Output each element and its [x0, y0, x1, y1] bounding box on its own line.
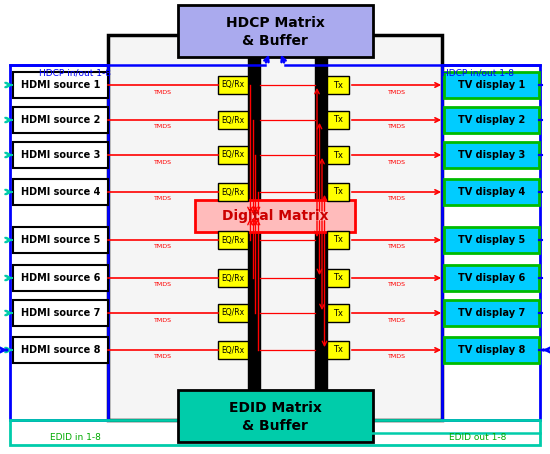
Bar: [444, 337, 539, 363]
Bar: [195, 200, 355, 232]
Text: TV display 2: TV display 2: [458, 115, 525, 125]
Text: HDCP Matrix: HDCP Matrix: [226, 16, 324, 30]
Bar: [444, 300, 539, 326]
Text: TV display 7: TV display 7: [458, 308, 525, 318]
Bar: [218, 341, 248, 359]
Text: HDMI source 4: HDMI source 4: [21, 187, 100, 197]
Bar: [218, 111, 248, 129]
Text: HDMI source 1: HDMI source 1: [21, 80, 100, 90]
Bar: [13, 142, 108, 168]
Text: HDMI source 8: HDMI source 8: [21, 345, 100, 355]
Text: TMDS: TMDS: [154, 317, 172, 322]
Text: TV display 8: TV display 8: [458, 345, 525, 355]
Bar: [444, 227, 539, 253]
Bar: [218, 231, 248, 249]
Text: HDMI source 6: HDMI source 6: [21, 273, 100, 283]
Bar: [442, 65, 540, 420]
Text: Tx: Tx: [333, 345, 343, 355]
Text: EQ/Rx: EQ/Rx: [222, 236, 245, 245]
Text: TMDS: TMDS: [154, 197, 172, 202]
Text: EQ/Rx: EQ/Rx: [222, 188, 245, 197]
Text: TMDS: TMDS: [154, 89, 172, 94]
Text: & Buffer: & Buffer: [242, 419, 308, 433]
Text: Tx: Tx: [333, 273, 343, 282]
Text: Tx: Tx: [333, 80, 343, 89]
Bar: [13, 300, 108, 326]
Bar: [327, 231, 349, 249]
Text: HDCP in/out 1-8: HDCP in/out 1-8: [39, 69, 111, 78]
Bar: [248, 55, 260, 392]
Bar: [108, 35, 442, 420]
Text: EDID in 1-8: EDID in 1-8: [50, 434, 101, 443]
Bar: [327, 341, 349, 359]
Bar: [218, 76, 248, 94]
Bar: [444, 179, 539, 205]
Bar: [315, 55, 327, 392]
Bar: [444, 107, 539, 133]
Bar: [13, 72, 108, 98]
Text: TMDS: TMDS: [154, 245, 172, 250]
Text: EDID Matrix: EDID Matrix: [229, 401, 321, 415]
Bar: [327, 76, 349, 94]
Text: TMDS: TMDS: [388, 245, 405, 250]
Text: EQ/Rx: EQ/Rx: [222, 115, 245, 124]
Bar: [444, 265, 539, 291]
Text: EQ/Rx: EQ/Rx: [222, 273, 245, 282]
Text: TV display 3: TV display 3: [458, 150, 525, 160]
Text: Tx: Tx: [333, 115, 343, 124]
Text: TV display 4: TV display 4: [458, 187, 525, 197]
Text: EQ/Rx: EQ/Rx: [222, 150, 245, 159]
Bar: [13, 337, 108, 363]
Bar: [178, 5, 372, 57]
Text: HDCP in/out 1-8: HDCP in/out 1-8: [442, 69, 514, 78]
Text: TV display 6: TV display 6: [458, 273, 525, 283]
Text: Digital Matrix: Digital Matrix: [222, 209, 328, 223]
Text: HDMI source 2: HDMI source 2: [21, 115, 100, 125]
Text: TMDS: TMDS: [154, 124, 172, 129]
Text: Tx: Tx: [333, 150, 343, 159]
Bar: [444, 142, 539, 168]
Text: HDMI source 5: HDMI source 5: [21, 235, 100, 245]
Bar: [218, 146, 248, 164]
Text: HDMI source 7: HDMI source 7: [21, 308, 100, 318]
Bar: [13, 265, 108, 291]
Text: TV display 5: TV display 5: [458, 235, 525, 245]
Bar: [218, 183, 248, 201]
Text: EQ/Rx: EQ/Rx: [222, 80, 245, 89]
Text: TMDS: TMDS: [388, 159, 405, 164]
Text: EQ/Rx: EQ/Rx: [222, 345, 245, 355]
Text: TV display 1: TV display 1: [458, 80, 525, 90]
Text: TMDS: TMDS: [388, 124, 405, 129]
Text: TMDS: TMDS: [388, 355, 405, 360]
Bar: [13, 179, 108, 205]
Bar: [218, 304, 248, 322]
Text: Tx: Tx: [333, 236, 343, 245]
Bar: [327, 111, 349, 129]
Bar: [13, 227, 108, 253]
Bar: [327, 269, 349, 287]
Text: TMDS: TMDS: [388, 317, 405, 322]
Text: TMDS: TMDS: [388, 197, 405, 202]
Text: Tx: Tx: [333, 309, 343, 317]
Bar: [218, 269, 248, 287]
Bar: [10, 420, 540, 445]
Text: TMDS: TMDS: [154, 159, 172, 164]
Bar: [13, 107, 108, 133]
Bar: [444, 72, 539, 98]
Text: TMDS: TMDS: [154, 355, 172, 360]
Bar: [327, 183, 349, 201]
Bar: [178, 390, 372, 442]
Bar: [10, 65, 108, 420]
Text: TMDS: TMDS: [154, 282, 172, 287]
Text: EDID out 1-8: EDID out 1-8: [449, 434, 507, 443]
Text: Tx: Tx: [333, 188, 343, 197]
Text: EQ/Rx: EQ/Rx: [222, 309, 245, 317]
Bar: [327, 304, 349, 322]
Text: & Buffer: & Buffer: [242, 34, 308, 48]
Text: TMDS: TMDS: [388, 89, 405, 94]
Text: TMDS: TMDS: [388, 282, 405, 287]
Bar: [327, 146, 349, 164]
Text: HDMI source 3: HDMI source 3: [21, 150, 100, 160]
